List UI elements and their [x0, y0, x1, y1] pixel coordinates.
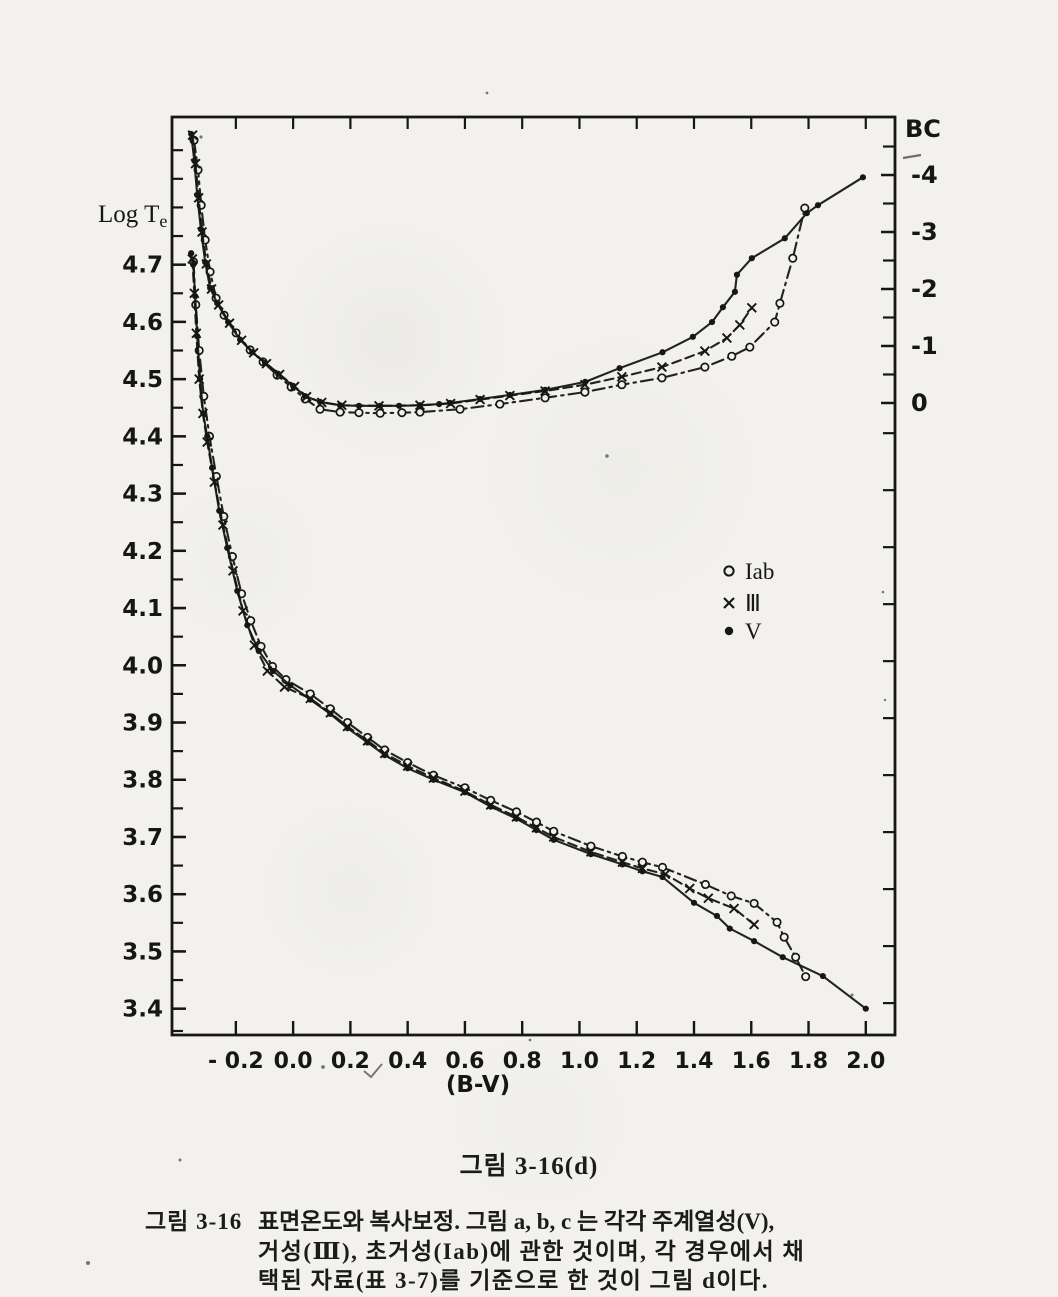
x-tick-label: - 0.2: [208, 1049, 264, 1074]
x-tick-label: 0.8: [503, 1049, 542, 1074]
y-left-tick-label: 3.6: [122, 882, 163, 908]
x-tick-label: 1.2: [617, 1049, 656, 1074]
y-left-tick-label: 4.3: [122, 482, 163, 508]
x-tick-label: 2.0: [846, 1049, 885, 1074]
y-left-tick-label: 3.9: [122, 711, 163, 737]
caption-label: 그림 3-16: [145, 1209, 243, 1234]
legend-item-V: V: [724, 619, 762, 644]
legend-item-Ⅲ: Ⅲ: [723, 591, 761, 616]
y-left-tick-label: 4.2: [122, 539, 163, 565]
y-left-tick-label: 3.8: [122, 768, 163, 794]
y-right-tick-label: -3: [911, 218, 938, 246]
y-right-tick-label: 0: [911, 389, 928, 417]
y-left-tick-label: 3.7: [122, 825, 163, 851]
x-tick-label: 0.4: [388, 1049, 427, 1074]
y-left-axis-label: Log Te: [98, 201, 167, 231]
y-left-tick-label: 4.4: [122, 424, 163, 450]
legend-label-Iab: Iab: [745, 559, 774, 584]
legend: Iab Ⅲ V: [723, 559, 774, 644]
series-Iab-left: [188, 257, 811, 982]
y-right-tick-label: -2: [911, 275, 938, 303]
y-left-tick-label: 4.7: [122, 253, 163, 279]
y-left-tick-label: 4.6: [122, 310, 163, 336]
series-Iab-right: [189, 135, 810, 418]
caption-line-3: 택된 자료(표 3-7)를 기준으로 한 것이 그림 d이다.: [258, 1268, 769, 1293]
x-tick-label: 1.4: [674, 1049, 713, 1074]
legend-item-Iab: Iab: [723, 559, 774, 584]
x-tick-label: 1.6: [732, 1049, 771, 1074]
y-left-tick-label: 4.5: [122, 367, 163, 393]
x-tick-label: 0.0: [274, 1049, 313, 1074]
y-right-axis-label: BC: [905, 115, 941, 143]
legend-label-Ⅲ: Ⅲ: [745, 591, 761, 616]
y-left-tick-label: 4.1: [122, 596, 163, 622]
x-tick-label: 0.6: [445, 1049, 484, 1074]
figure-sublabel: 그림 3-16(d): [459, 1153, 599, 1180]
x-tick-label: 0.2: [331, 1049, 370, 1074]
series-V-right: [188, 130, 867, 409]
caption-line-2: 거성(Ⅲ), 초거성(Iab)에 관한 것이며, 각 경우에서 채: [258, 1238, 806, 1264]
legend-label-V: V: [745, 619, 762, 644]
caption-line-1: 표면온도와 복사보정. 그림 a, b, c 는 각각 주계열성(V),: [258, 1209, 775, 1234]
y-right-tick-label: -4: [911, 161, 938, 189]
figure-caption: 그림 3-16 표면온도와 복사보정. 그림 a, b, c 는 각각 주계열성…: [145, 1207, 955, 1296]
x-axis-label: (B-V): [446, 1072, 510, 1098]
y-left-tick-label: 4.0: [122, 653, 163, 679]
series-V-left: [188, 250, 869, 1012]
series-III-right: [187, 130, 757, 411]
x-tick-label: 1.8: [789, 1049, 828, 1074]
scan-specks: [86, 91, 922, 1265]
y-left-tick-label: 3.5: [122, 939, 163, 965]
x-tick-label: 1.0: [560, 1049, 599, 1074]
y-right-tick-label: -1: [911, 332, 938, 360]
axes: - 0.2 0.0 0.2 0.4 0.6 0.8 1.0 1.2 1.4 1.6 1.8 2.0 (B…: [98, 115, 941, 1098]
series-III-left: [187, 253, 760, 930]
y-left-tick-label: 3.4: [122, 997, 163, 1023]
